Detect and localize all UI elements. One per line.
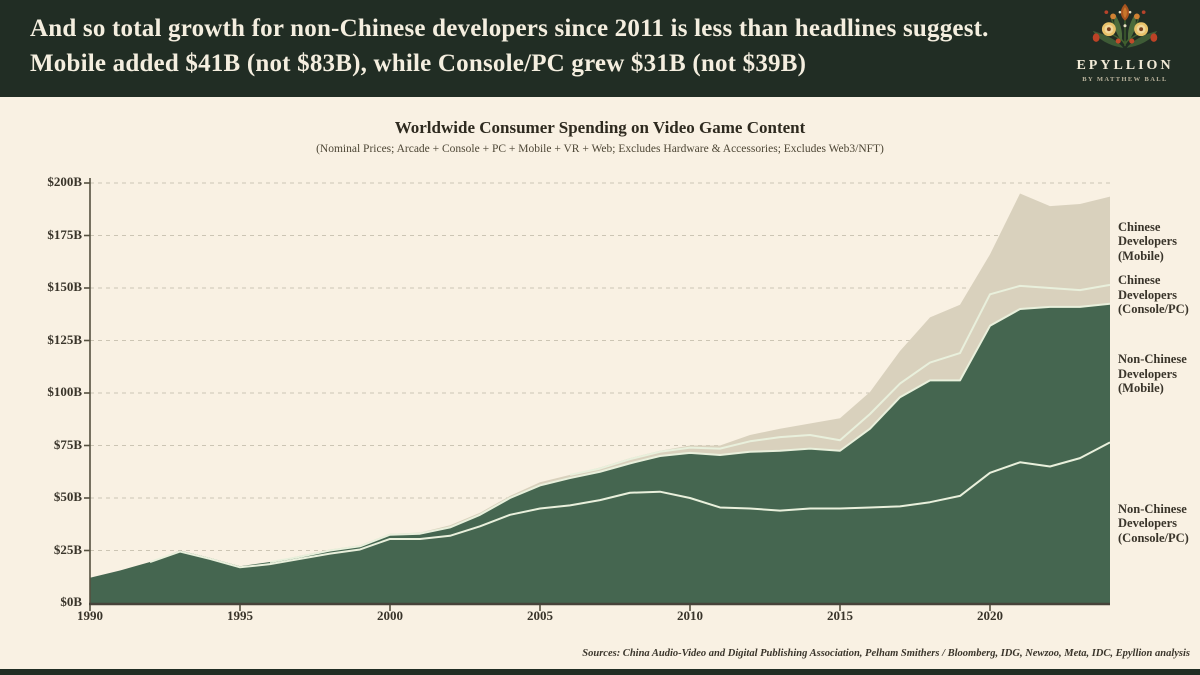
x-axis-tick-label: 1995 [227,608,253,623]
area-band [90,442,1110,603]
x-axis-tick-label: 2010 [677,608,703,623]
area-band [90,284,1110,578]
epyllion-logo: EPYLLION BY MATTHEW BALL [1066,2,1184,83]
headline-banner: And so total growth for non-Chinese deve… [0,0,1200,97]
x-axis-tick-label: 1990 [77,608,103,623]
y-axis-tick-label: $150B [47,279,82,294]
band-separator-line [269,302,1111,564]
band-separator-line [569,283,1111,476]
band-separator-line [149,441,1111,569]
x-axis-tick-label: 2000 [377,608,403,623]
logo-title: EPYLLION [1076,58,1174,73]
legend-label: Chinese Developers (Mobile) [1118,219,1178,263]
logo-subtitle: BY MATTHEW BALL [1082,76,1168,83]
source-note: Sources: China Audio-Video and Digital P… [582,648,1190,659]
headline-text: And so total growth for non-Chinese deve… [30,15,989,77]
y-axis-tick-label: $50B [53,489,82,504]
chart-subtitle: (Nominal Prices; Arcade + Console + PC +… [316,143,884,155]
x-axis-tick-label: 2020 [977,608,1003,623]
chart-title: Worldwide Consumer Spending on Video Gam… [394,118,806,137]
y-axis-tick-label: $200B [47,174,82,189]
y-axis-tick-label: $25B [53,541,82,557]
footer-bar [0,669,1200,675]
y-axis-tick-label: $75B [53,436,82,452]
area-band [90,303,1110,578]
area-band [90,193,1110,578]
floral-bouquet-icon [1092,3,1158,48]
legend-label: Non-Chinese Developers (Mobile) [1118,352,1187,396]
x-axis-tick-label: 2015 [827,608,853,623]
y-axis-tick-label: $125B [47,331,82,347]
legend-label: Chinese Developers (Console/PC) [1118,273,1189,317]
y-axis-tick-label: $0B [60,594,82,609]
x-axis-tick-label: 2005 [527,608,553,623]
y-axis-tick-label: $175B [47,226,82,242]
legend-label: Non-Chinese Developers (Console/PC) [1118,501,1189,545]
y-axis-tick-label: $100B [47,384,82,399]
